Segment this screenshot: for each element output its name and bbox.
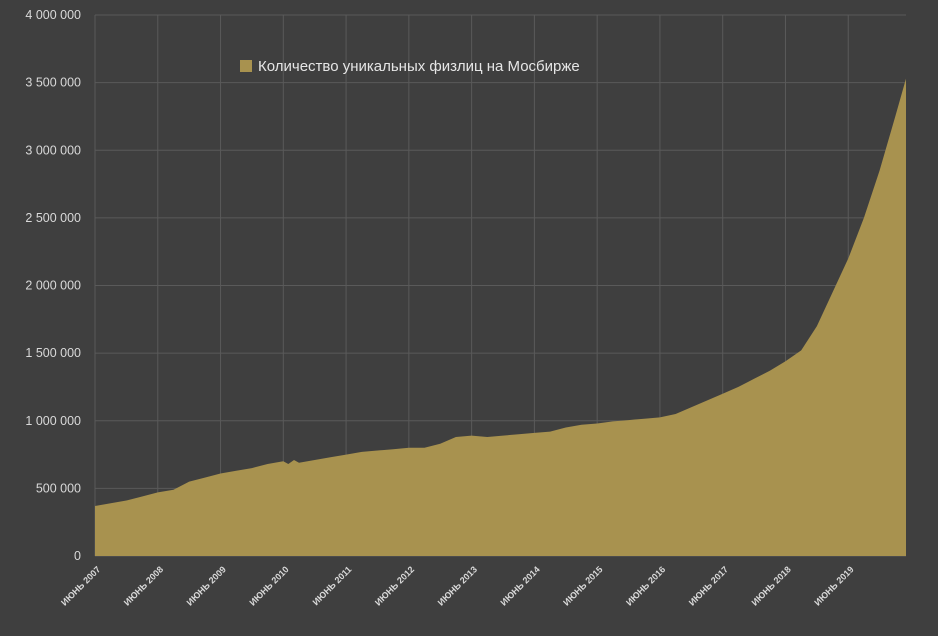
x-tick-label: ИЮНЬ 2012: [373, 564, 416, 607]
x-tick-label: ИЮНЬ 2019: [812, 564, 855, 607]
y-tick-label: 500 000: [36, 481, 81, 495]
series-area: [95, 78, 906, 556]
x-tick-label: ИЮНЬ 2014: [499, 564, 542, 607]
x-axis-ticks: ИЮНЬ 2007 ИЮНЬ 2008 ИЮНЬ 2009 ИЮНЬ 2010 ИЮНЬ…: [59, 564, 856, 607]
y-tick-label: 2 500 000: [25, 211, 81, 225]
y-tick-label: 0: [74, 549, 81, 563]
x-tick-label: ИЮНЬ 2018: [750, 564, 793, 607]
x-tick-label: ИЮНЬ 2011: [311, 564, 354, 607]
x-tick-label: ИЮНЬ 2013: [436, 564, 479, 607]
x-tick-label: ИЮНЬ 2007: [59, 564, 102, 607]
x-tick-label: ИЮНЬ 2016: [624, 564, 667, 607]
y-tick-label: 4 000 000: [25, 8, 81, 22]
legend: Количество уникальных физлиц на Мосбирже: [240, 58, 580, 75]
y-tick-label: 2 000 000: [25, 279, 81, 293]
y-tick-label: 3 500 000: [25, 76, 81, 90]
y-tick-label: 3 000 000: [25, 143, 81, 157]
x-tick-label: ИЮНЬ 2017: [687, 564, 730, 607]
x-tick-label: ИЮНЬ 2015: [561, 564, 604, 607]
y-axis-ticks: 0 500 000 1 000 000 1 500 000 2 000 000 2 500…: [25, 8, 81, 563]
plot-area: [95, 78, 906, 556]
x-tick-label: ИЮНЬ 2008: [122, 564, 165, 607]
legend-label: Количество уникальных физлиц на Мосбирже: [258, 58, 580, 75]
x-tick-label: ИЮНЬ 2009: [185, 564, 228, 607]
y-tick-label: 1 000 000: [25, 414, 81, 428]
x-tick-label: ИЮНЬ 2010: [247, 564, 290, 607]
legend-swatch: [240, 60, 252, 72]
y-tick-label: 1 500 000: [25, 346, 81, 360]
